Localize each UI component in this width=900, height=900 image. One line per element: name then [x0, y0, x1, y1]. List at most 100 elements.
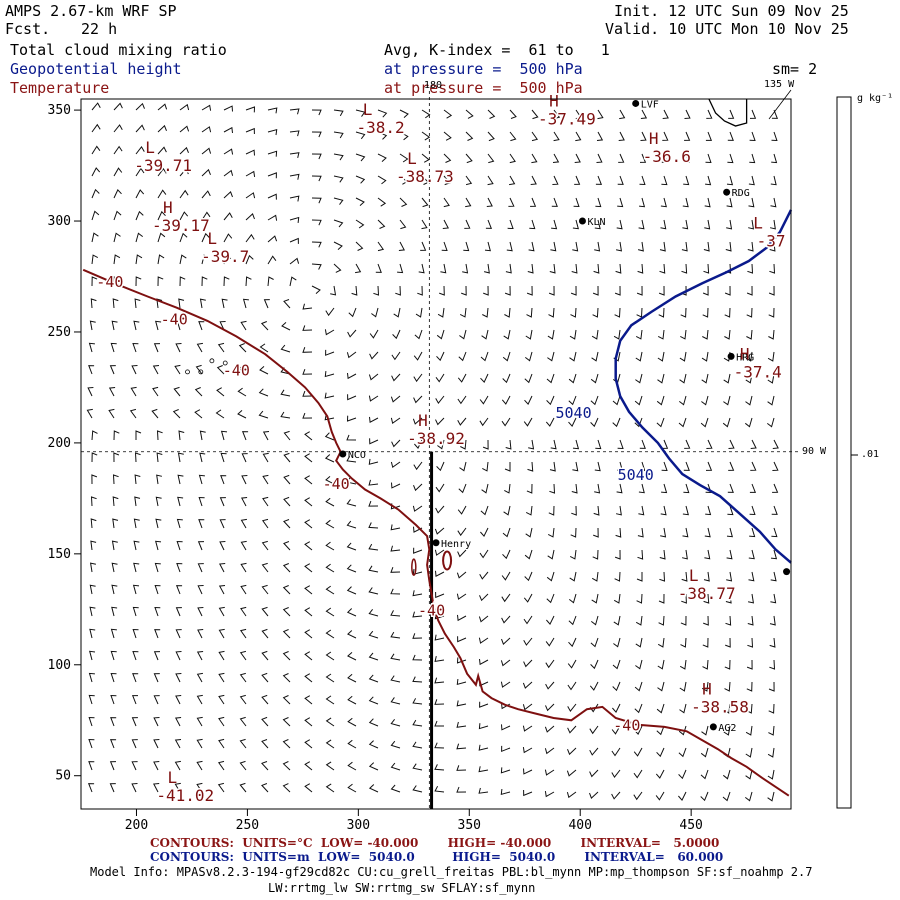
wind-barb [131, 783, 138, 793]
wind-barb [589, 769, 599, 778]
wind-barb [111, 540, 118, 551]
wind-barb [592, 307, 599, 318]
wind-barb [153, 783, 160, 793]
wind-barb [153, 761, 160, 771]
contours-layer [82, 98, 793, 797]
wind-barb [681, 549, 688, 560]
wind-barb [111, 584, 118, 595]
wind-barb [311, 197, 322, 204]
wind-barb [527, 461, 534, 472]
wind-barb [223, 169, 234, 177]
wind-barb [547, 329, 555, 340]
wind-barb [523, 417, 533, 427]
wind-barb [705, 505, 712, 516]
wind-barb [545, 681, 555, 690]
wind-barb [456, 721, 467, 728]
wind-barb [478, 744, 489, 751]
wind-barb [109, 783, 116, 793]
wind-barb [724, 285, 731, 296]
wind-barb [89, 650, 96, 661]
wind-barb [154, 629, 161, 639]
wind-barb [748, 549, 755, 560]
wind-barb [434, 764, 445, 771]
wind-barb [113, 124, 123, 133]
wind-barb [333, 109, 344, 117]
wind-barb [722, 769, 731, 780]
wind-barb [324, 329, 335, 336]
wind-barb [658, 615, 665, 626]
temperature-high-marker: H [549, 91, 559, 110]
wind-barb [129, 408, 137, 419]
wind-barb [393, 307, 401, 318]
wind-barb [660, 527, 667, 538]
wind-barb [657, 329, 665, 340]
wind-barb [504, 285, 511, 296]
wind-barb [262, 496, 269, 507]
wind-barb [412, 654, 423, 661]
wind-barb [503, 329, 511, 340]
wind-barb [218, 628, 225, 639]
labels-layer: -40-40-40-40-40-4050405040L-38.2L-39.71H… [95, 91, 787, 806]
wind-barb [504, 483, 511, 494]
wind-barb [289, 130, 300, 137]
temperature-low-marker: L [167, 768, 177, 787]
wind-barb [413, 461, 423, 471]
coastline [708, 98, 748, 127]
wind-barb [655, 769, 665, 779]
wind-barb [289, 216, 300, 223]
wind-barb [443, 153, 452, 163]
wind-barb [199, 452, 206, 463]
wind-barb [570, 307, 577, 318]
wind-barb [545, 637, 555, 647]
wind-barb [325, 476, 335, 485]
wind-barb [258, 410, 269, 419]
wind-barb [681, 593, 687, 604]
wind-barb [725, 241, 732, 252]
wind-barb [347, 394, 357, 401]
wind-barb [132, 584, 140, 595]
wind-barb [637, 263, 644, 274]
wind-barb [108, 408, 115, 419]
wind-barb [568, 417, 577, 427]
wind-barb [546, 615, 555, 625]
wind-barb [547, 527, 555, 538]
model-info: Model Info: MPASv8.2.3-194-gf29cd82c CU:… [90, 865, 813, 879]
temperature-extremum-value: -38.58 [691, 697, 749, 716]
wind-barb [640, 131, 647, 141]
wind-barb [636, 593, 643, 604]
wind-barb [771, 131, 778, 142]
average-k-index: Avg, K-index = 61 to 1 [384, 41, 610, 59]
wind-barb [174, 782, 181, 793]
wind-barb [304, 519, 313, 529]
wind-barb [346, 415, 357, 422]
wind-barb [434, 677, 445, 684]
wind-barb [661, 461, 668, 472]
wind-barb [766, 417, 775, 428]
wind-barb [501, 745, 511, 753]
wind-barb [89, 562, 97, 573]
wind-barb [132, 628, 139, 639]
wind-barb [304, 673, 313, 683]
wind-barb [722, 417, 731, 428]
wind-barb [421, 219, 428, 230]
wind-barb [347, 739, 357, 749]
wind-barb [462, 263, 469, 274]
wind-barb [572, 219, 579, 230]
station-label: KLN [587, 217, 605, 228]
pressure-level-temperature: at pressure = 500 hPa [384, 79, 583, 97]
wind-barb [390, 524, 401, 531]
wind-barb [549, 263, 556, 274]
wind-barb [201, 190, 211, 199]
wind-barb [767, 791, 775, 802]
wind-barb [245, 192, 256, 199]
wind-barb [575, 109, 582, 120]
wind-barb [480, 373, 489, 383]
wind-barb [437, 307, 445, 318]
station-label: Henry [441, 539, 471, 550]
wind-barb [135, 276, 142, 287]
wind-barb [594, 241, 601, 252]
wind-barb [217, 342, 225, 353]
wind-barb [198, 321, 205, 331]
wind-barb [418, 263, 425, 274]
wind-barb [703, 593, 710, 604]
